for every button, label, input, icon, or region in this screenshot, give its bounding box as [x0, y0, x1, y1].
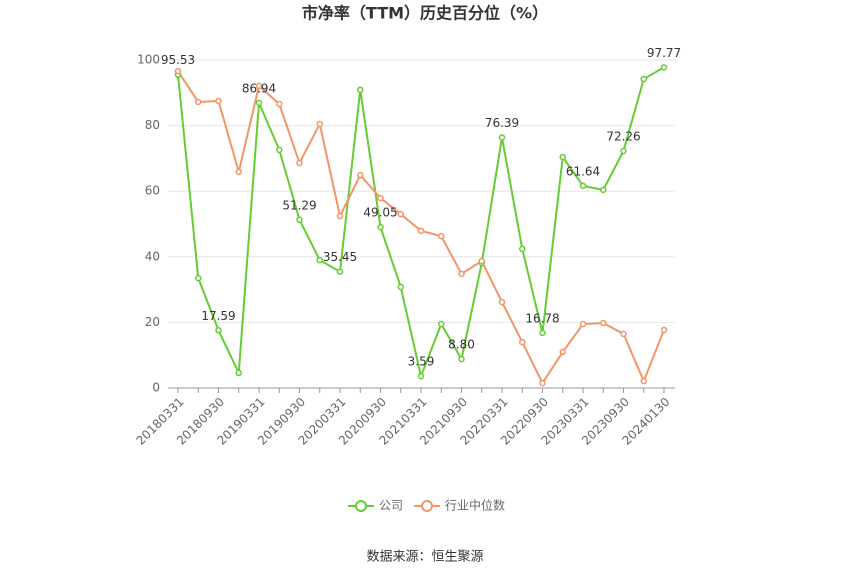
data-point: [195, 98, 202, 106]
data-point: [255, 99, 263, 107]
data-point: [174, 67, 182, 75]
y-tick-label: 0: [152, 381, 160, 395]
y-tick-label: 20: [145, 315, 160, 329]
data-point: [296, 159, 303, 167]
data-point: [316, 120, 323, 128]
data-label: 17.59: [201, 309, 235, 323]
data-point: [600, 186, 607, 194]
data-point: [519, 245, 526, 253]
data-point: [276, 100, 283, 108]
data-point: [539, 329, 546, 337]
data-point: [458, 355, 465, 363]
data-point: [235, 168, 242, 176]
data-point: [438, 232, 445, 240]
data-point: [215, 327, 222, 334]
data-point: [336, 268, 344, 275]
data-point: [498, 298, 506, 306]
data-label: 49.05: [363, 206, 397, 220]
y-tick-label: 80: [145, 118, 160, 132]
data-label: 97.77: [647, 46, 681, 60]
data-label: 8.80: [448, 338, 475, 352]
legend-item: 行业中位数: [414, 498, 505, 513]
data-label: 76.39: [485, 116, 519, 130]
y-tick-label: 60: [145, 184, 160, 198]
data-point: [640, 75, 647, 83]
data-point: [215, 97, 222, 105]
data-point: [276, 146, 283, 154]
data-point: [316, 256, 323, 264]
series-line: [177, 66, 665, 380]
legend-label: 公司: [379, 499, 403, 513]
data-point: [458, 270, 465, 278]
legend-marker: [421, 500, 433, 512]
data-point: [296, 216, 303, 224]
legend-marker: [355, 500, 367, 512]
data-point: [559, 153, 566, 161]
legend-item: 公司: [348, 499, 403, 513]
data-point: [195, 274, 202, 282]
data-point: [620, 330, 627, 338]
data-point: [539, 379, 546, 387]
data-label: 86.94: [242, 81, 276, 95]
data-label: 16.78: [525, 311, 559, 325]
data-point: [519, 338, 526, 346]
data-point: [478, 257, 485, 265]
data-point: [579, 182, 587, 190]
data-point: [600, 319, 607, 327]
series-line: [177, 70, 665, 386]
data-label: 72.26: [606, 129, 640, 143]
source-note: 数据来源：恒生聚源: [366, 550, 483, 565]
data-label: 61.64: [566, 164, 600, 178]
y-tick-label: 100: [137, 53, 160, 67]
data-point: [255, 82, 263, 90]
data-point: [660, 64, 668, 71]
data-label: 95.53: [161, 53, 195, 67]
data-point: [336, 212, 344, 220]
data-point: [579, 320, 587, 328]
data-point: [397, 283, 404, 291]
data-point: [397, 210, 404, 218]
data-point: [357, 171, 364, 179]
data-point: [377, 194, 384, 202]
data-label: 51.29: [282, 198, 316, 212]
data-point: [498, 134, 506, 141]
data-point: [357, 86, 364, 94]
data-point: [660, 326, 668, 334]
data-point: [438, 320, 445, 328]
y-tick-label: 40: [145, 249, 160, 263]
data-point: [417, 372, 425, 380]
data-point: [377, 223, 384, 231]
data-label: 35.45: [323, 250, 357, 264]
data-label: 3.59: [408, 355, 435, 369]
legend-label: 行业中位数: [445, 498, 505, 513]
data-point: [417, 227, 425, 235]
data-point: [640, 377, 647, 385]
chart-title: 市净率（TTM）历史百分位（%）: [302, 4, 548, 23]
data-point: [559, 348, 566, 356]
data-point: [620, 147, 627, 155]
data-point: [235, 369, 242, 377]
